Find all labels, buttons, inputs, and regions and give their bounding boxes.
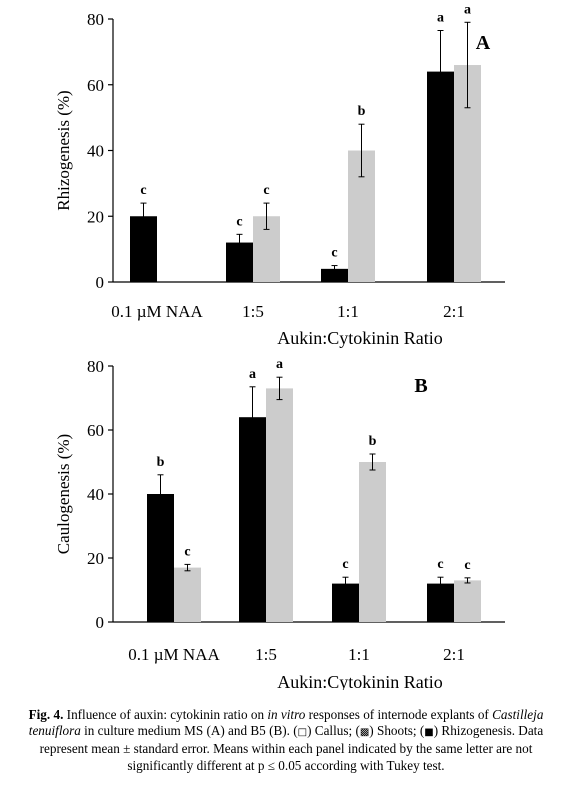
panel-a-y-tick-label: 60 — [87, 76, 104, 95]
panel-b-category-label: 0.1 µM NAA — [128, 645, 220, 664]
panel-b-y-tick-label: 80 — [87, 357, 104, 376]
panel-a-significance-letter: c — [263, 183, 269, 198]
panel-a-bar — [321, 268, 348, 282]
panel-b-letter: B — [414, 375, 427, 397]
panel-a-significance-letter: c — [331, 246, 337, 261]
caption-text-3: in culture medium MS (A) and B5 (B). ( — [80, 723, 298, 739]
figure-caption: Fig. 4. Influence of auxin: cytokinin ra… — [8, 707, 564, 774]
panel-a-category-label: 1:5 — [242, 302, 264, 321]
panel-b-bar — [266, 388, 293, 622]
panel-a-y-tick-label: 40 — [87, 142, 104, 161]
panel-b-significance-letter: b — [369, 434, 377, 449]
panel-b-category-label: 1:5 — [255, 645, 277, 664]
panel-a-y-axis-label: Rhizogenesis (%) — [54, 90, 73, 210]
panel-b-significance-letter: a — [276, 357, 283, 372]
caption-italic-2: Castilleja tenuiflora — [28, 707, 544, 739]
panel-a-significance-letter: a — [464, 2, 471, 17]
caption-italic-1: in vitro — [267, 707, 306, 722]
caption-text-6: ) Rhizogenesis. Data represent mean ± st… — [39, 723, 544, 773]
panel-b-significance-letter: c — [437, 557, 443, 572]
panel-b-y-tick-label: 40 — [87, 485, 104, 504]
caption-label: Fig. 4. — [28, 707, 64, 722]
panel-b-bar — [174, 567, 201, 622]
panel-b-bar — [147, 494, 174, 622]
panel-a-significance-letter: b — [358, 104, 366, 119]
panel-a-significance-letter: c — [236, 214, 242, 229]
panel-b-significance-letter: c — [464, 558, 470, 573]
panel-b-y-axis-label: Caulogenesis (%) — [54, 434, 73, 554]
caption-text-4: ) Callus; ( — [307, 723, 360, 739]
caption-text-1: Influence of auxin: cytokinin ratio on — [63, 707, 268, 722]
panel-a-category-label: 2:1 — [443, 302, 465, 321]
caption-text-5: ) Shoots; ( — [369, 723, 425, 739]
panel-b-bar — [359, 462, 386, 622]
panel-b-bar — [239, 417, 266, 622]
caption-text-2: responses of internode explants of — [305, 707, 493, 722]
panel-a-x-axis-label: Aukin:Cytokinin Ratio — [277, 328, 443, 348]
panel-b-bar — [454, 580, 481, 622]
panel-b-significance-letter: b — [157, 455, 165, 470]
panel-a-significance-letter: a — [437, 11, 444, 26]
callus-square-icon: □ — [297, 727, 308, 739]
panel-b-category-label: 2:1 — [443, 645, 465, 664]
figure-4: 0 20 40 60 80 Rhizogenesis (%) c c c a c b a 0.1 µM N… — [54, 2, 505, 690]
panel-b-y-tick-label: 20 — [87, 549, 104, 568]
panel-a-y-tick-label: 20 — [87, 207, 104, 226]
panel-b-y-tick-label: 0 — [96, 613, 105, 632]
panel-a-y-tick-label: 80 — [87, 10, 104, 29]
panel-b-category-label: 1:1 — [348, 645, 370, 664]
panel-b-significance-letter: c — [342, 557, 348, 572]
panel-b-y-tick-label: 60 — [87, 421, 104, 440]
panel-b-x-axis-label: Aukin:Cytokinin Ratio — [277, 672, 443, 690]
panel-a-y-tick-label: 0 — [96, 273, 105, 292]
panel-a-significance-letter: c — [140, 183, 146, 198]
shoots-square-icon: ▩ — [359, 727, 370, 739]
panel-a-category-label: 0.1 µM NAA — [111, 302, 203, 321]
rhizogenesis-square-icon: ■ — [424, 727, 434, 739]
panel-b-significance-letter: c — [184, 544, 190, 559]
panel-a-category-label: 1:1 — [337, 302, 359, 321]
panel-a-letter: A — [476, 32, 491, 54]
panel-b-significance-letter: a — [249, 367, 256, 382]
